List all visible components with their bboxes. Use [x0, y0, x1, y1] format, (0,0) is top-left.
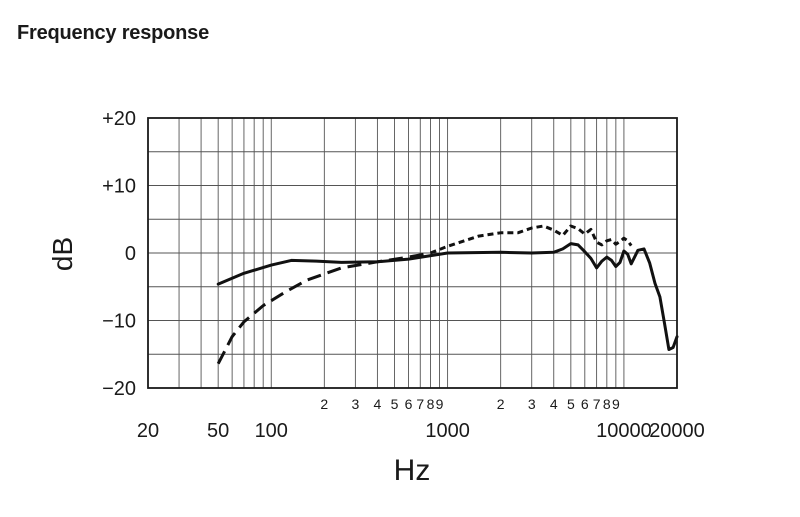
x-minor-tick-label: 2	[320, 396, 328, 412]
y-tick-label: +10	[102, 176, 136, 198]
x-minor-tick-label: 6	[581, 396, 589, 412]
x-minor-tick-label: 8	[603, 396, 611, 412]
x-minor-tick-label: 9	[436, 396, 444, 412]
x-minor-tick-label: 6	[405, 396, 413, 412]
y-tick-label: +20	[102, 108, 136, 130]
x-minor-tick-label: 5	[391, 396, 399, 412]
x-minor-tick-label: 7	[416, 396, 424, 412]
response-curve-long-dash	[216, 251, 431, 365]
page-title: Frequency response	[17, 22, 210, 44]
plot-frame	[147, 117, 678, 389]
chart-grid	[148, 118, 677, 388]
y-tick-labels: +20 +10 0 −10 −20	[102, 108, 136, 400]
response-curve-short-dash	[429, 224, 633, 255]
y-axis-label: dB	[47, 237, 78, 271]
x-minor-tick-label: 3	[528, 396, 536, 412]
x-tick-label: 10000	[596, 420, 652, 442]
x-minor-tick-label: 4	[374, 396, 382, 412]
x-tick-label: 20000	[649, 420, 705, 442]
x-tick-label: 100	[255, 420, 288, 442]
y-tick-label: −10	[102, 311, 136, 333]
x-axis-label: Hz	[394, 454, 431, 487]
x-minor-tick-label: 7	[593, 396, 601, 412]
x-tick-label: 50	[207, 420, 229, 442]
x-tick-label: 1000	[425, 420, 470, 442]
x-minor-tick-label: 4	[550, 396, 558, 412]
x-minor-tick-label: 9	[612, 396, 620, 412]
y-tick-label: −20	[102, 378, 136, 400]
x-minor-tick-label: 2	[497, 396, 505, 412]
x-tick-label: 20	[137, 420, 159, 442]
chart-series	[216, 224, 679, 365]
x-minor-tick-label: 3	[351, 396, 359, 412]
x-minor-tick-label: 5	[567, 396, 575, 412]
x-minor-tick-label: 8	[427, 396, 435, 412]
y-tick-label: 0	[125, 243, 136, 265]
